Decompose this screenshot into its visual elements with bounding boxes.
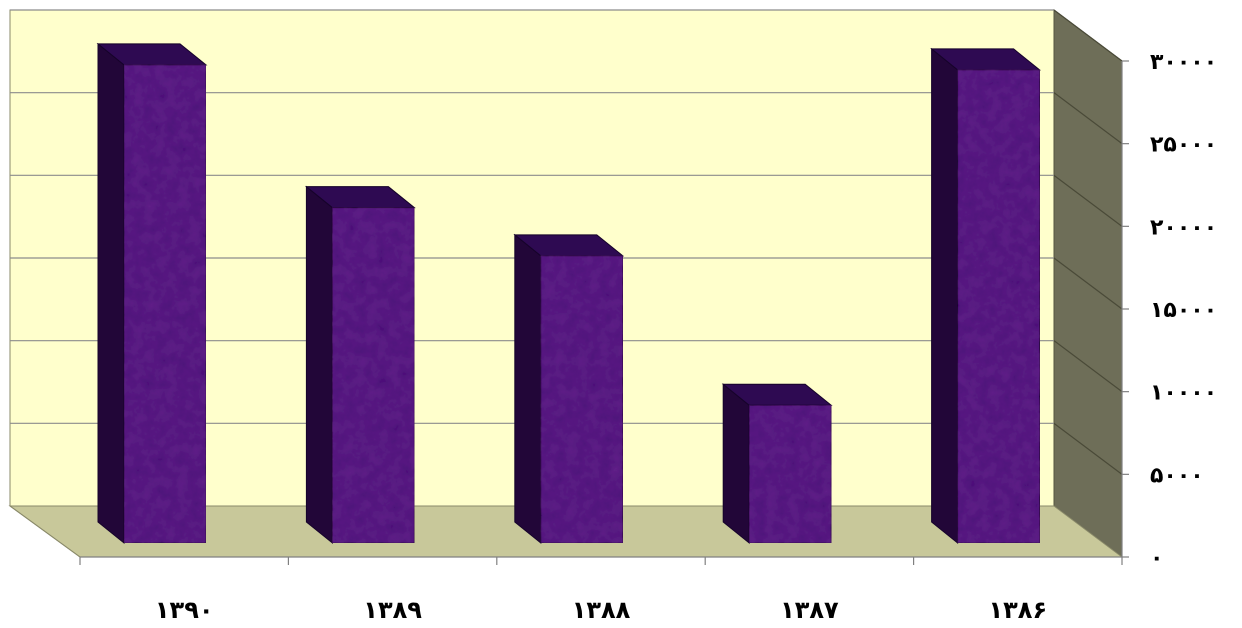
x-tick-label: ۱۳۸۷ (780, 596, 839, 623)
floor-edge (9, 505, 81, 558)
y-tick-label: ۳۰۰۰۰ (1150, 50, 1217, 75)
bar-۱۳۸۷ (721, 383, 833, 545)
y-tick-label: ۵۰۰۰ (1150, 463, 1204, 488)
y-tick-label: ۱۵۰۰۰ (1150, 298, 1217, 323)
gridline (1053, 9, 1123, 62)
y-tick-label: ۲۰۰۰۰ (1150, 215, 1217, 240)
bar-۱۳۸۹ (304, 185, 416, 545)
bar-side-face (97, 42, 125, 545)
gridline (1053, 92, 1123, 145)
bar-side-face (931, 47, 959, 545)
bar-side-face (305, 185, 333, 545)
x-tick-label: ۱۳۹۰ (155, 596, 214, 623)
x-tick-labels: ۱۳۹۰ ۱۳۸۹ ۱۳۸۸ ۱۳۸۷ ۱۳۸۶ (155, 596, 1048, 624)
bar-front-face (331, 207, 415, 544)
x-tick-label: ۱۳۸۸ (572, 596, 631, 623)
y-tick-label: ۱۰۰۰۰ (1150, 381, 1217, 406)
bar-front-face (123, 64, 207, 544)
bar-۱۳۸۸ (513, 233, 625, 545)
bar-front-face (540, 255, 624, 544)
gridline (1053, 174, 1123, 227)
bars (96, 42, 1042, 545)
gridline (1053, 340, 1123, 393)
bar-front-face (748, 404, 832, 544)
axes (79, 60, 1129, 565)
y-tick-labels: ۰ ۵۰۰۰ ۱۰۰۰۰ ۱۵۰۰۰ ۲۰۰۰۰ ۲۵۰۰۰ ۳۰۰۰۰ (1150, 50, 1217, 571)
bar-۱۳۸۶ (930, 47, 1042, 545)
gridline (1053, 422, 1123, 475)
bar-front-face (957, 69, 1041, 544)
bar-side-face (722, 383, 750, 545)
y-tick-label: ۲۵۰۰۰ (1150, 133, 1217, 158)
x-tick-label: ۱۳۸۹ (363, 596, 422, 623)
gridline (1053, 257, 1123, 310)
bar-side-face (514, 233, 542, 545)
bar-۱۳۹۰ (96, 42, 208, 545)
x-tick-label: ۱۳۸۶ (989, 596, 1048, 623)
y-tick-label: ۰ (1150, 546, 1163, 571)
